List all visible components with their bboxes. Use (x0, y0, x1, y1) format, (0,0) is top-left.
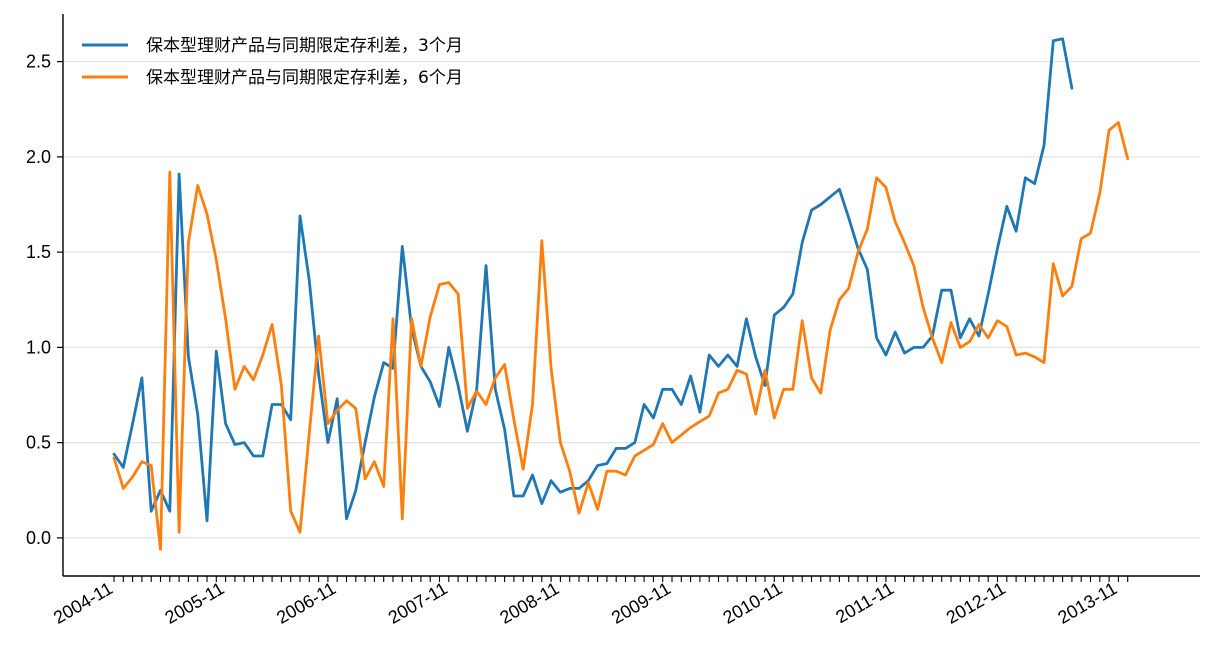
grid-lines (63, 61, 1200, 539)
y-tick-label: 1.0 (26, 337, 51, 357)
x-tick-label: 2004-11 (50, 578, 116, 628)
x-tick-label: 2012-11 (943, 578, 1009, 628)
y-tick-label: 2.5 (26, 52, 51, 72)
legend-label-2: 保本型理财产品与同期限定存利差，6个月 (146, 68, 463, 88)
x-tick-label: 2006-11 (273, 578, 339, 628)
x-tick-label: 2010-11 (720, 578, 786, 628)
y-tick-label: 0.5 (26, 433, 51, 453)
x-tick-label: 2008-11 (496, 578, 562, 628)
legend-label-1: 保本型理财产品与同期限定存利差，3个月 (146, 36, 463, 56)
x-tick-label: 2013-11 (1054, 578, 1120, 628)
axes: 0.0 0.5 1.0 1.5 2.0 2.5 2004-11 2005-11 2006-11 2… (26, 14, 1200, 628)
y-tick-label: 1.5 (26, 242, 51, 262)
series-lines (112, 37, 1130, 551)
series-line-1 (112, 37, 1074, 523)
x-tick-label: 2005-11 (162, 578, 228, 628)
x-tick-label: 2007-11 (385, 578, 451, 628)
y-tick-label: 2.0 (26, 147, 51, 167)
x-tick-label: 2011-11 (832, 578, 897, 627)
x-tick-label: 2009-11 (608, 578, 674, 628)
series-line-2 (112, 121, 1130, 551)
y-tick-label: 0.0 (26, 528, 51, 548)
